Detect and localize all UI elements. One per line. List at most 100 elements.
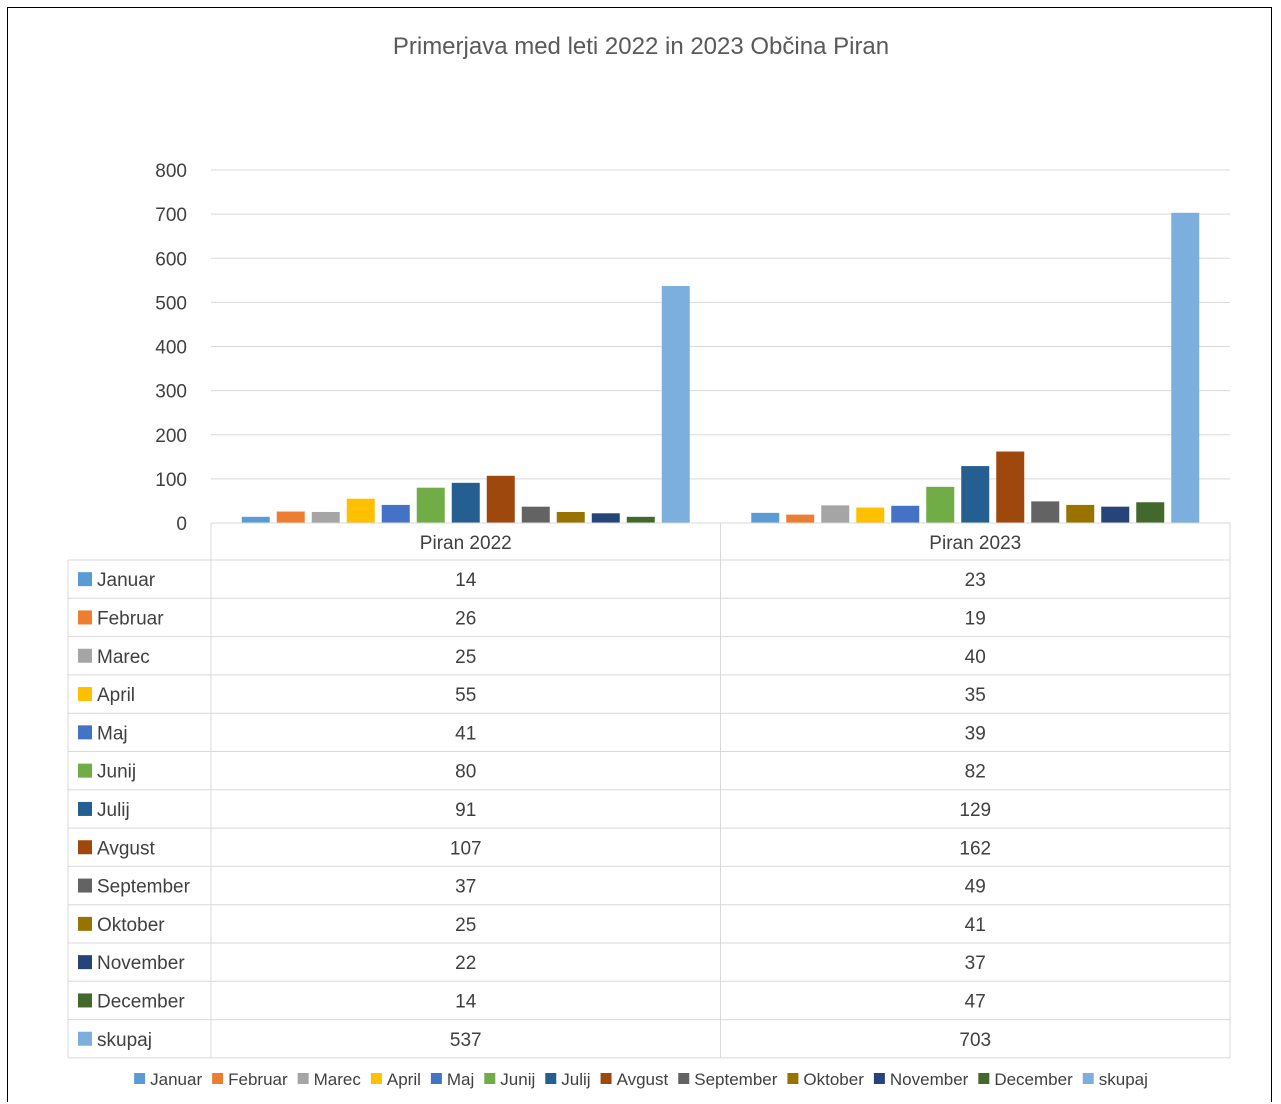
y-tick-label: 600 bbox=[155, 249, 187, 270]
legend-swatch bbox=[484, 1073, 496, 1084]
data-value: 22 bbox=[455, 953, 476, 974]
legend-swatch bbox=[430, 1073, 442, 1084]
bar bbox=[311, 511, 340, 523]
legend-label: Junij bbox=[500, 1070, 535, 1089]
series-label: Januar bbox=[97, 570, 156, 591]
data-value: 537 bbox=[450, 1030, 482, 1051]
legend: Januar Februar Marec April Maj Junij Julij Avgu… bbox=[134, 1070, 1148, 1089]
legend-label: November bbox=[890, 1070, 969, 1089]
series-color-key bbox=[78, 993, 92, 1008]
data-value: 91 bbox=[455, 800, 476, 821]
category-label: Piran 2022 bbox=[420, 533, 512, 554]
bar bbox=[751, 512, 780, 523]
bar bbox=[416, 487, 445, 523]
legend-label: Marec bbox=[314, 1070, 362, 1089]
legend-label: April bbox=[387, 1070, 421, 1089]
data-value: 129 bbox=[959, 800, 991, 821]
legend-swatch bbox=[134, 1073, 146, 1084]
bar bbox=[1136, 502, 1165, 523]
data-value: 703 bbox=[959, 1030, 991, 1051]
bars bbox=[241, 212, 1200, 523]
legend-swatch bbox=[545, 1073, 557, 1084]
data-value: 25 bbox=[455, 915, 476, 936]
chart-title: Primerjava med leti 2022 in 2023 Občina … bbox=[393, 33, 889, 60]
series-color-key bbox=[78, 801, 92, 816]
bar bbox=[276, 511, 305, 523]
bar bbox=[591, 513, 620, 523]
bar bbox=[556, 511, 585, 523]
y-tick-label: 0 bbox=[176, 514, 187, 535]
series-color-key bbox=[78, 648, 92, 663]
legend-label: September bbox=[694, 1070, 777, 1089]
bar bbox=[486, 475, 515, 523]
legend-swatch bbox=[1082, 1073, 1094, 1084]
data-value: 40 bbox=[965, 647, 986, 668]
bar bbox=[1101, 506, 1130, 523]
y-tick-label: 700 bbox=[155, 205, 187, 226]
data-value: 41 bbox=[455, 723, 476, 744]
category-label: Piran 2023 bbox=[929, 533, 1021, 554]
data-value: 37 bbox=[965, 953, 986, 974]
bar bbox=[521, 506, 550, 523]
bar bbox=[926, 486, 955, 523]
gridlines bbox=[211, 169, 1230, 524]
series-color-key bbox=[78, 1031, 92, 1046]
y-tick-label: 800 bbox=[155, 161, 187, 182]
bar bbox=[996, 451, 1025, 523]
bar bbox=[241, 516, 270, 523]
data-value: 39 bbox=[965, 723, 986, 744]
data-value: 55 bbox=[455, 685, 476, 706]
legend-label: skupaj bbox=[1099, 1070, 1148, 1089]
series-color-key bbox=[78, 916, 92, 931]
legend-label: Februar bbox=[228, 1070, 288, 1089]
bar bbox=[661, 286, 690, 523]
legend-swatch bbox=[600, 1073, 612, 1084]
data-value: 47 bbox=[965, 991, 986, 1012]
series-color-key bbox=[78, 725, 92, 740]
bar bbox=[961, 466, 990, 523]
chart-frame bbox=[7, 7, 1272, 1102]
y-axis-ticks: 0 100 200 300 400 500 600 700 800 bbox=[155, 161, 187, 535]
series-color-key bbox=[78, 878, 92, 893]
bar bbox=[626, 516, 655, 523]
data-value: 41 bbox=[965, 915, 986, 936]
data-value: 26 bbox=[455, 608, 476, 629]
series-color-key bbox=[78, 763, 92, 778]
bar bbox=[1066, 504, 1095, 523]
data-value: 37 bbox=[455, 877, 476, 898]
legend-swatch bbox=[678, 1073, 690, 1084]
y-tick-label: 500 bbox=[155, 293, 187, 314]
y-tick-label: 300 bbox=[155, 382, 187, 403]
series-label: Marec bbox=[97, 647, 150, 668]
series-color-key bbox=[78, 955, 92, 970]
bar bbox=[821, 505, 850, 523]
legend-label: Julij bbox=[561, 1070, 590, 1089]
bar bbox=[346, 498, 375, 523]
legend-swatch bbox=[370, 1073, 382, 1084]
y-tick-label: 200 bbox=[155, 426, 187, 447]
bar bbox=[891, 505, 920, 523]
data-value: 14 bbox=[455, 991, 477, 1012]
data-value: 162 bbox=[959, 838, 991, 859]
series-label: Avgust bbox=[97, 838, 155, 859]
data-value: 19 bbox=[965, 608, 986, 629]
series-label: April bbox=[97, 685, 135, 706]
data-value: 107 bbox=[450, 838, 482, 859]
data-value: 80 bbox=[455, 762, 476, 783]
legend-swatch bbox=[787, 1073, 799, 1084]
data-value: 49 bbox=[965, 877, 986, 898]
data-value: 25 bbox=[455, 647, 476, 668]
series-label: Maj bbox=[97, 723, 128, 744]
legend-label: December bbox=[994, 1070, 1073, 1089]
series-label: Oktober bbox=[97, 915, 165, 936]
legend-label: Maj bbox=[447, 1070, 474, 1089]
series-color-key bbox=[78, 687, 92, 702]
series-color-key bbox=[78, 610, 92, 625]
bar bbox=[451, 482, 480, 523]
y-tick-label: 100 bbox=[155, 470, 187, 491]
y-tick-label: 400 bbox=[155, 338, 187, 359]
bar bbox=[1171, 212, 1200, 523]
legend-label: Januar bbox=[150, 1070, 202, 1089]
bar bbox=[786, 514, 815, 523]
